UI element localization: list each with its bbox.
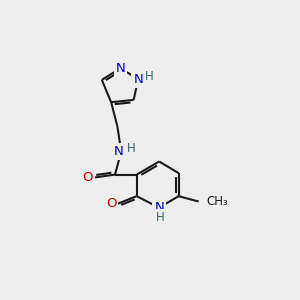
Text: O: O: [106, 197, 116, 210]
Text: CH₃: CH₃: [206, 195, 228, 208]
Text: N: N: [134, 73, 143, 85]
Text: N: N: [116, 62, 125, 75]
Text: N: N: [154, 201, 164, 214]
Text: H: H: [156, 211, 165, 224]
Text: H: H: [145, 70, 154, 83]
Text: H: H: [127, 142, 136, 155]
Text: N: N: [114, 145, 124, 158]
Text: O: O: [82, 171, 93, 184]
